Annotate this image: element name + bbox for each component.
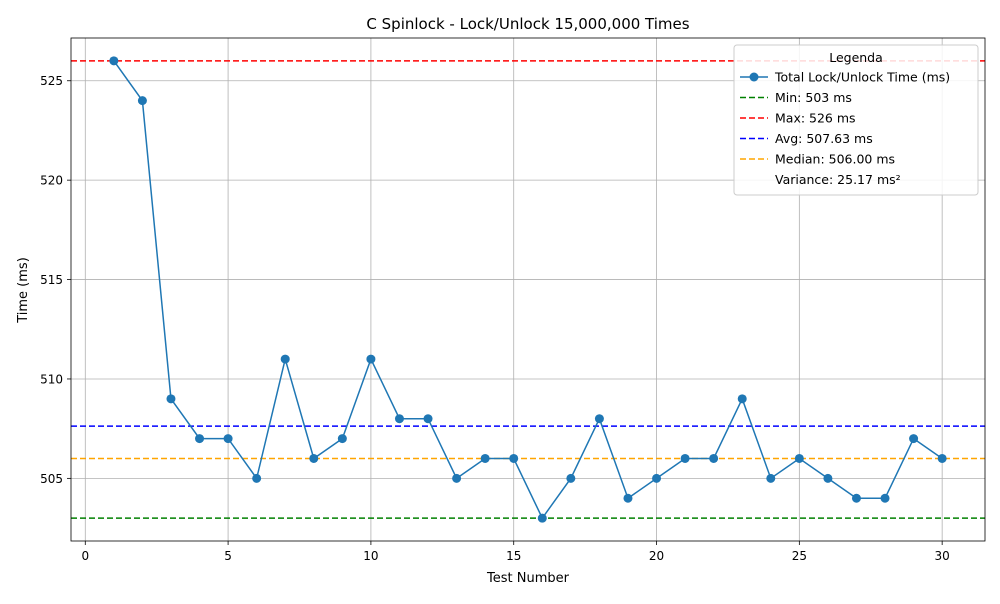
data-point [452,473,462,483]
x-tick-label: 25 [792,549,807,563]
data-point [937,453,947,463]
legend-title: Legenda [829,50,883,65]
data-point [137,96,147,106]
legend-box [733,44,979,196]
data-point [823,473,833,483]
data-point [166,394,176,404]
data-point [652,473,662,483]
data-point [737,394,747,404]
y-tick-label: 520 [40,174,63,188]
x-tick-label: 15 [506,549,521,563]
legend-swatch-marker [749,72,759,82]
data-point [537,513,547,523]
x-axis-label: Test Number [486,571,570,586]
data-point [280,354,290,364]
data-point [423,414,433,424]
data-point [566,473,576,483]
data-point [195,434,205,444]
data-point [394,414,404,424]
chart-title: C Spinlock - Lock/Unlock 15,000,000 Time… [366,15,689,33]
y-axis-label: Time (ms) [16,257,31,324]
x-tick-label: 0 [81,549,89,563]
legend: Legenda Total Lock/Unlock Time (ms) Min: 5… [733,44,979,196]
data-point [480,453,490,463]
data-point [709,453,719,463]
series-line [113,60,943,520]
y-tick-label: 515 [40,273,63,287]
data-point [766,473,776,483]
y-tick-label: 510 [40,372,63,386]
data-point [851,493,861,503]
legend-entry: Median: 506.00 ms [775,152,895,167]
legend-entry: Total Lock/Unlock Time (ms) [774,70,950,85]
data-point [623,493,633,503]
data-point [794,453,804,463]
legend-entry: Avg: 507.63 ms [775,131,873,146]
data-point [594,414,604,424]
data-point [309,453,319,463]
data-point [252,473,262,483]
y-tick-label: 505 [40,472,63,486]
data-point [680,453,690,463]
x-tick-label: 5 [224,549,232,563]
data-point [509,453,519,463]
x-tick-label: 20 [649,549,664,563]
x-tick-label: 30 [935,549,950,563]
data-point [223,434,233,444]
legend-entry: Max: 526 ms [775,111,856,126]
legend-variance-entry: Variance: 25.17 ms² [775,172,901,187]
axes-frame [70,37,986,542]
data-point [109,56,119,66]
data-point [909,434,919,444]
legend-entry: Min: 503 ms [775,90,852,105]
x-tick-label: 10 [363,549,378,563]
data-point [880,493,890,503]
data-point [366,354,376,364]
data-point [337,434,347,444]
y-tick-label: 525 [40,74,63,88]
